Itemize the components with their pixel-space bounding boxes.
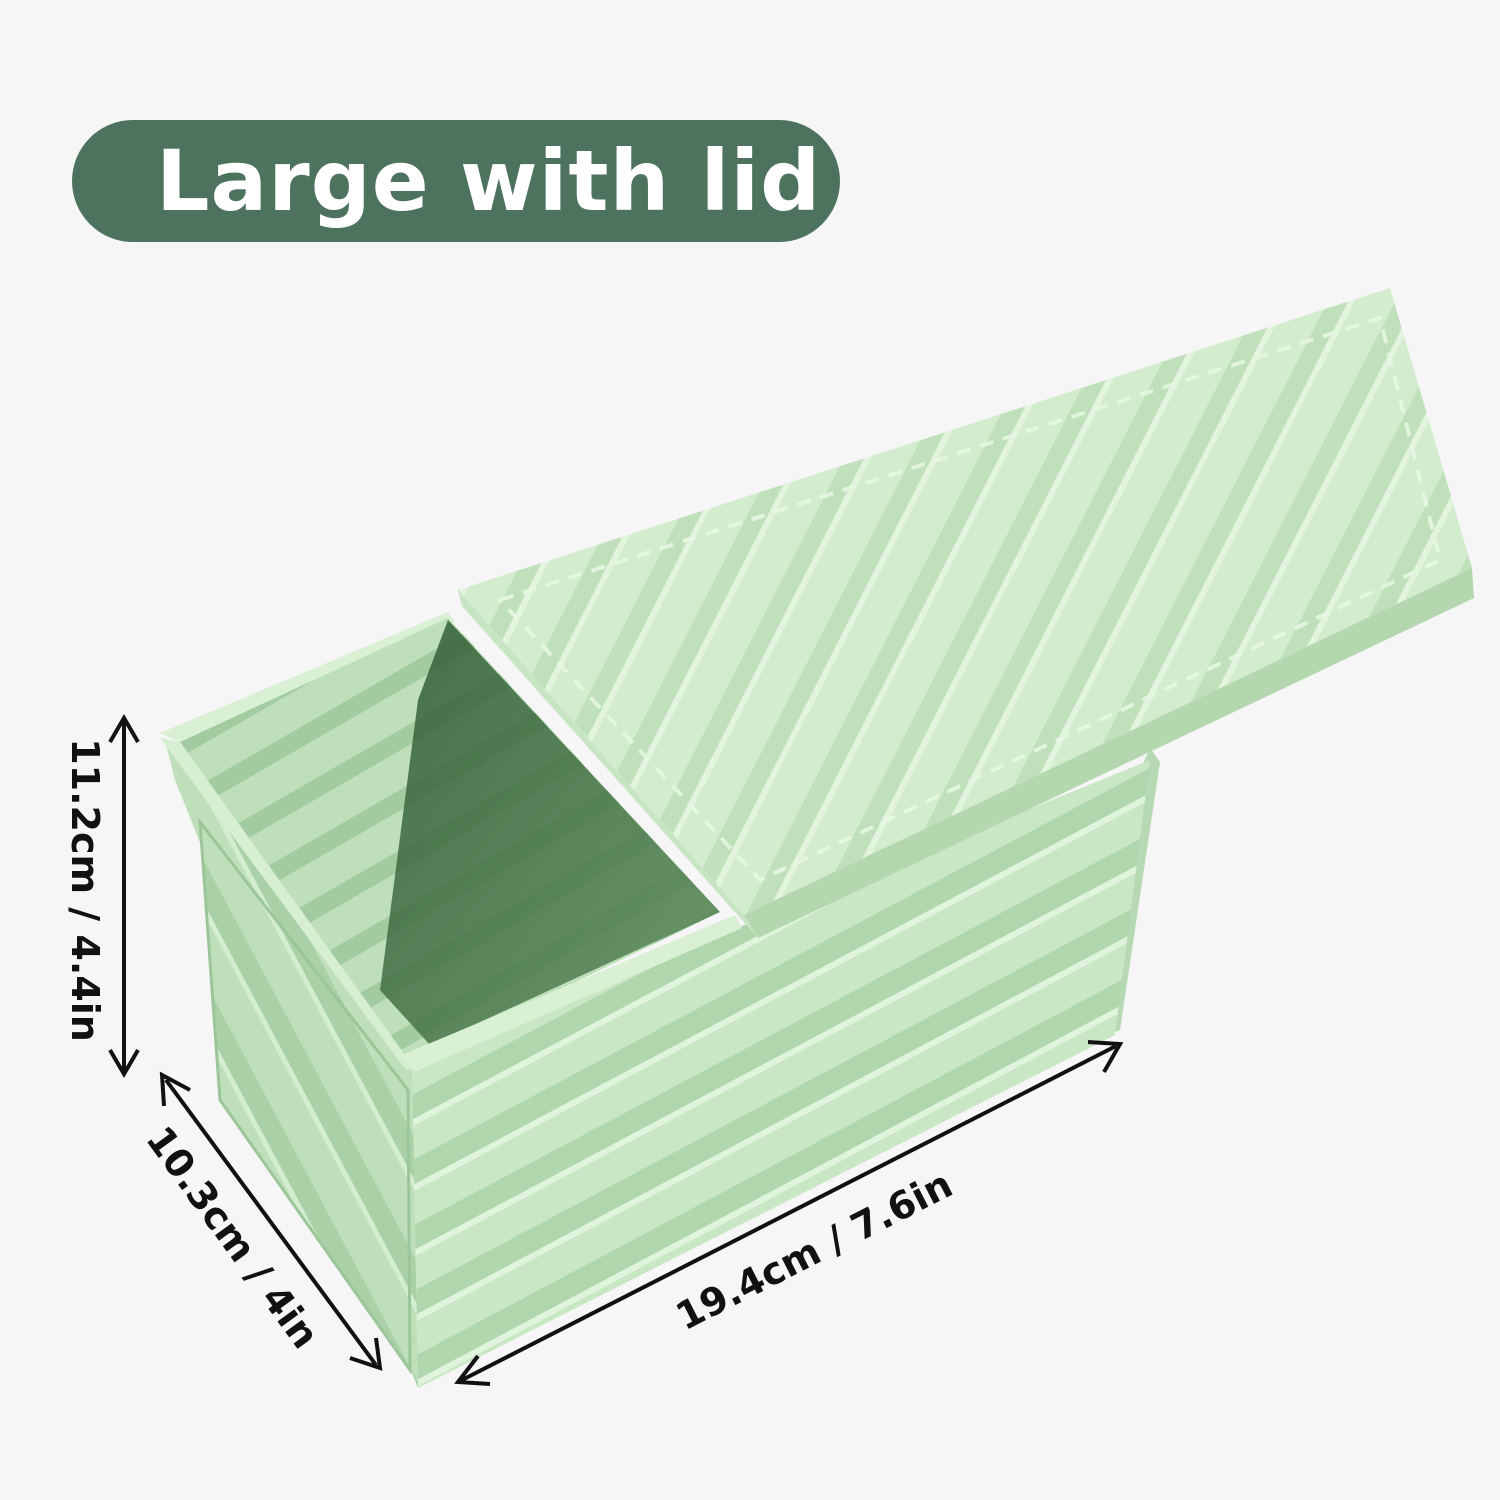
width-dimension-arrow bbox=[159, 1071, 383, 1371]
lid-border-stitch bbox=[496, 315, 1443, 883]
height-dimension-arrow bbox=[108, 714, 140, 1078]
lid-top-surface bbox=[458, 288, 1472, 915]
pan-top-rim bbox=[160, 612, 455, 742]
pan-left-end-frame bbox=[160, 738, 420, 1070]
title-text: Large with lid bbox=[156, 132, 822, 230]
pan-left-end-inner-panel bbox=[198, 817, 412, 1375]
length-dimension-arrow bbox=[454, 1040, 1124, 1386]
height-dimension-label: 11.2cm / 4.4in bbox=[63, 738, 107, 1042]
pan-interior-shadow bbox=[380, 620, 720, 1045]
pan-front-side-face bbox=[412, 760, 1150, 1388]
title-badge: Large with lid bbox=[72, 120, 840, 242]
lid-front-edge bbox=[744, 568, 1474, 938]
lid-left-edge bbox=[458, 590, 758, 938]
pan-front-rim bbox=[402, 915, 742, 1072]
